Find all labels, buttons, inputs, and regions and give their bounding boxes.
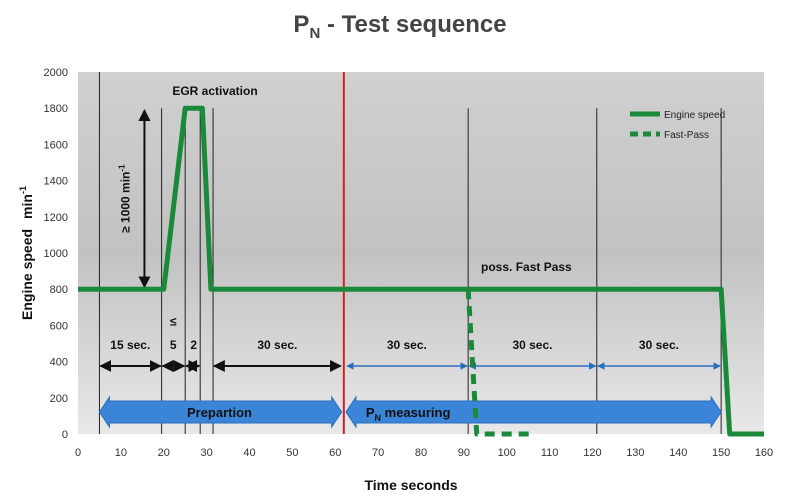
y-tick-label: 1600 xyxy=(44,139,68,151)
y-tick-label: 1800 xyxy=(44,103,68,115)
dimension-arrows xyxy=(99,108,721,372)
annotation-egr: EGR activation xyxy=(172,84,257,98)
y-axis-label: Engine speedmin-1 xyxy=(18,186,35,320)
x-tick-label: 70 xyxy=(372,447,384,459)
x-tick-label: 100 xyxy=(498,447,516,459)
x-tick-label: 60 xyxy=(329,447,341,459)
segment-label-le: ≤ xyxy=(170,314,177,328)
y-tick-label: 800 xyxy=(50,284,68,296)
segment-label-15: 15 sec. xyxy=(110,338,150,352)
y-tick-label: 1400 xyxy=(44,176,68,188)
segment-label-5: 5 xyxy=(170,338,177,352)
chart-title: PN - Test sequence xyxy=(293,11,506,42)
x-tick-label: 110 xyxy=(541,447,559,459)
x-tick-label: 160 xyxy=(755,447,773,459)
annotation-delta-speed: ≥ 1000 min-1 xyxy=(117,164,132,233)
band-label-measuring: PN measuring xyxy=(366,405,451,423)
x-tick-label: 90 xyxy=(458,447,470,459)
x-tick-label: 140 xyxy=(669,447,687,459)
series-line-fast-pass xyxy=(465,289,533,437)
legend: Engine speed Fast-Pass xyxy=(630,110,725,141)
segment-label-30c: 30 sec. xyxy=(512,338,552,352)
phase-lines xyxy=(98,72,722,434)
legend-entry-engine-speed: Engine speed xyxy=(664,110,725,121)
band-preparation xyxy=(98,395,343,429)
x-tick-label: 50 xyxy=(286,447,298,459)
x-tick-label: 120 xyxy=(583,447,601,459)
x-axis: 0 10 20 30 40 50 60 70 80 90 100 110 120 130 140 150 160 xyxy=(75,447,773,459)
x-tick-label: 0 xyxy=(75,447,81,459)
y-tick-label: 1200 xyxy=(44,212,68,224)
x-tick-label: 150 xyxy=(712,447,730,459)
x-tick-label: 20 xyxy=(158,447,170,459)
series-line-engine-speed xyxy=(78,105,764,437)
annotation-fast-pass: poss. Fast Pass xyxy=(481,260,572,274)
segment-label-30b: 30 sec. xyxy=(387,338,427,352)
segment-label-30a: 30 sec. xyxy=(257,338,297,352)
y-tick-label: 200 xyxy=(50,393,68,405)
y-tick-label: 600 xyxy=(50,320,68,332)
phase-bands xyxy=(98,395,722,429)
y-tick-label: 400 xyxy=(50,357,68,369)
y-axis: 0 200 400 600 800 1000 1200 1400 1600 1800 2000 xyxy=(44,67,68,441)
x-tick-label: 130 xyxy=(626,447,644,459)
band-label-preparation: Prepartion xyxy=(187,405,252,420)
x-tick-label: 10 xyxy=(115,447,127,459)
segment-label-2: 2 xyxy=(190,338,197,352)
y-tick-label: 2000 xyxy=(44,67,68,79)
x-tick-label: 40 xyxy=(243,447,255,459)
y-tick-label: 0 xyxy=(62,429,68,441)
legend-entry-fast-pass: Fast-Pass xyxy=(664,130,709,141)
series-group xyxy=(78,105,764,437)
band-measuring xyxy=(345,395,722,429)
x-tick-label: 30 xyxy=(201,447,213,459)
y-tick-label: 1000 xyxy=(44,248,68,260)
segment-label-30d: 30 sec. xyxy=(639,338,679,352)
x-axis-label: Time seconds xyxy=(364,477,457,493)
x-tick-label: 80 xyxy=(415,447,427,459)
